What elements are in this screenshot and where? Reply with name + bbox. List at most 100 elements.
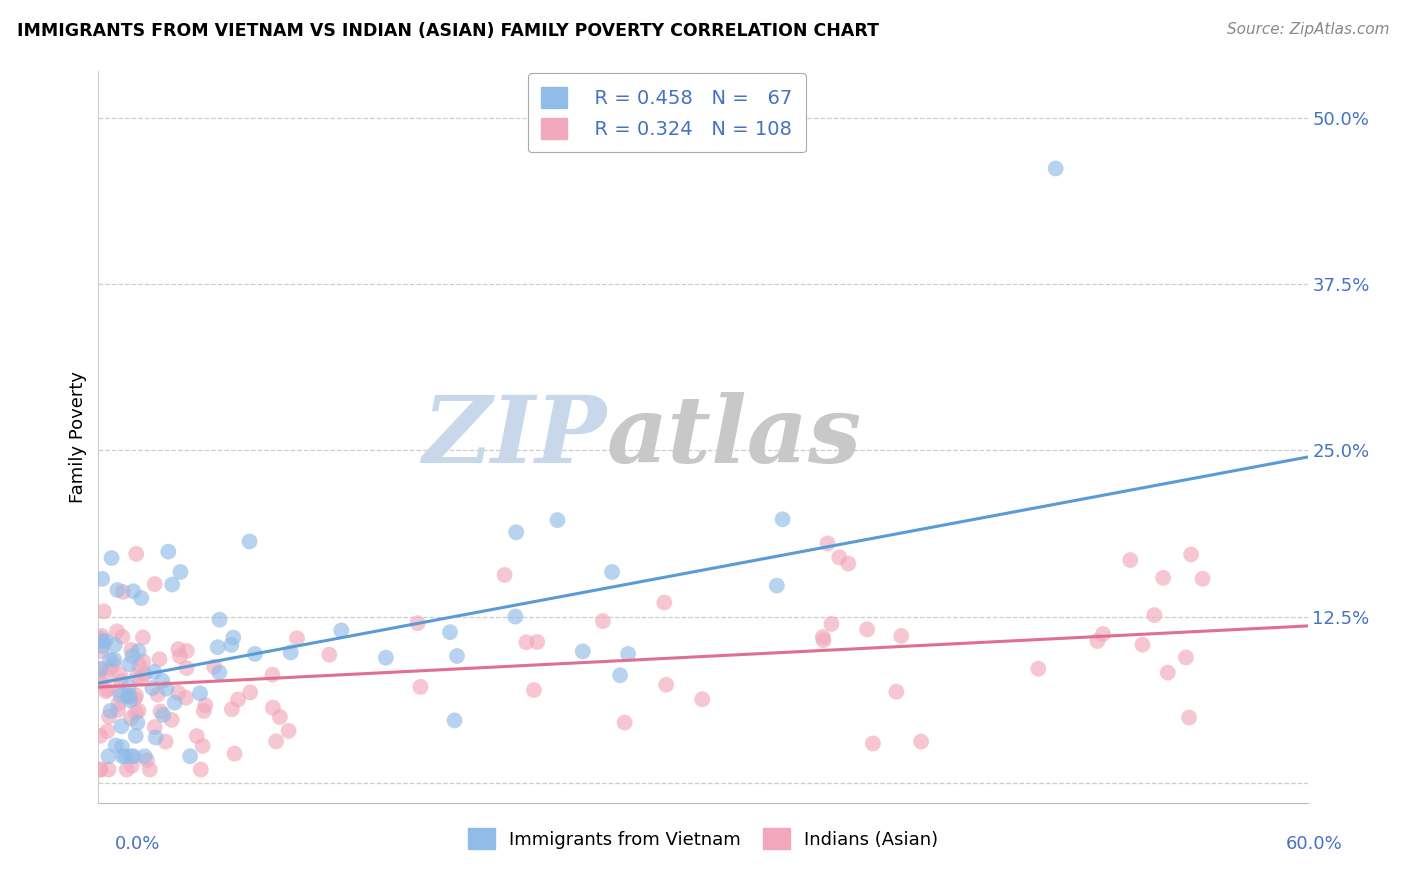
Point [89,632,111,646]
Point [104,739,127,753]
Point [117,690,139,704]
Point [120,693,142,707]
Point [609,668,631,682]
Point [129,670,152,684]
Point [277,723,299,738]
Point [118,689,141,703]
Point [163,696,186,710]
Point [613,715,636,730]
Point [174,690,197,705]
Point [121,759,143,773]
Point [107,582,129,597]
Point [194,698,217,712]
Legend: Immigrants from Vietnam, Indians (Asian): Immigrants from Vietnam, Indians (Asian) [458,819,948,858]
Text: IMMIGRANTS FROM VIETNAM VS INDIAN (ASIAN) FAMILY POVERTY CORRELATION CHART: IMMIGRANTS FROM VIETNAM VS INDIAN (ASIAN… [17,22,879,40]
Point [128,658,150,673]
Point [221,638,243,652]
Point [1178,710,1201,724]
Point [110,674,132,689]
Point [1119,553,1142,567]
Point [890,629,912,643]
Point [125,547,148,561]
Point [98,661,121,675]
Point [208,613,231,627]
Point [1026,662,1049,676]
Point [120,749,142,764]
Text: Source: ZipAtlas.com: Source: ZipAtlas.com [1226,22,1389,37]
Point [592,614,614,628]
Point [1132,638,1154,652]
Point [89,663,111,677]
Point [157,544,180,558]
Point [526,635,548,649]
Point [176,644,198,658]
Point [120,643,142,657]
Point [103,657,125,672]
Point [443,714,465,728]
Point [96,682,118,697]
Point [828,550,851,565]
Point [285,632,308,646]
Point [94,668,117,682]
Point [110,719,132,733]
Point [125,669,148,683]
Point [127,644,149,658]
Point [93,604,115,618]
Point [89,763,111,777]
Point [125,729,148,743]
Point [90,644,112,658]
Point [103,653,125,667]
Point [114,749,136,764]
Point [820,616,842,631]
Point [494,568,516,582]
Point [94,684,117,698]
Point [856,623,879,637]
Point [221,702,243,716]
Point [224,747,246,761]
Point [128,704,150,718]
Point [139,763,162,777]
Point [179,749,201,764]
Point [1175,650,1198,665]
Point [515,635,537,649]
Point [91,572,114,586]
Point [134,749,156,764]
Point [143,577,166,591]
Point [91,640,114,654]
Point [129,591,152,605]
Point [134,667,156,681]
Point [766,579,789,593]
Point [145,731,167,745]
Point [132,654,155,668]
Point [190,763,212,777]
Point [152,707,174,722]
Point [280,645,302,659]
Point [406,616,429,631]
Point [837,557,859,571]
Point [1152,571,1174,585]
Point [146,688,169,702]
Point [546,513,568,527]
Point [110,689,132,703]
Point [122,749,145,764]
Point [104,638,127,652]
Point [188,686,211,700]
Point [167,642,190,657]
Point [115,763,138,777]
Point [222,631,245,645]
Point [94,634,117,648]
Point [176,661,198,675]
Point [505,609,527,624]
Point [652,595,675,609]
Point [817,536,839,550]
Point [111,749,134,764]
Point [186,729,208,743]
Text: 0.0%: 0.0% [115,835,160,853]
Text: 60.0%: 60.0% [1286,835,1343,853]
Point [1157,665,1180,680]
Point [167,686,190,700]
Point [1143,608,1166,623]
Point [118,690,141,704]
Point [100,704,122,718]
Text: ZIP: ZIP [422,392,606,482]
